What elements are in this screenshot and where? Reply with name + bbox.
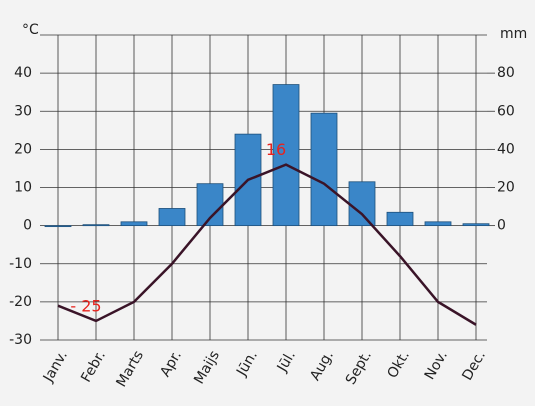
y2-tick-label: 0 bbox=[497, 218, 506, 234]
y2-axis-label: mm bbox=[500, 26, 527, 42]
y-tick-label: 40 bbox=[14, 65, 32, 81]
bar bbox=[348, 181, 376, 227]
y-axis-label: °C bbox=[22, 22, 39, 38]
y2-tick-label: 80 bbox=[497, 65, 515, 81]
value-label: - 25 bbox=[70, 296, 101, 315]
temperature-line bbox=[57, 163, 477, 326]
y-tick-label: 10 bbox=[14, 180, 32, 196]
value-label: 16 bbox=[266, 140, 286, 159]
y2-tick-label: 40 bbox=[497, 141, 515, 157]
y2-tick-label: 60 bbox=[497, 103, 515, 119]
bar bbox=[310, 112, 338, 227]
bar bbox=[44, 225, 72, 228]
y-tick-label: -10 bbox=[9, 256, 32, 272]
y-tick-label: 30 bbox=[14, 103, 32, 119]
y-tick-label: 0 bbox=[23, 218, 32, 234]
bar bbox=[82, 224, 110, 227]
bar bbox=[462, 223, 490, 227]
bar bbox=[158, 208, 186, 227]
y2-tick-label: 20 bbox=[497, 180, 515, 196]
bar bbox=[120, 221, 148, 227]
bar bbox=[272, 84, 300, 227]
y-tick-label: -30 bbox=[9, 332, 32, 348]
y-tick-label: -20 bbox=[9, 294, 32, 310]
bar bbox=[386, 211, 414, 227]
bar bbox=[424, 221, 452, 227]
y-tick-label: 20 bbox=[14, 141, 32, 157]
